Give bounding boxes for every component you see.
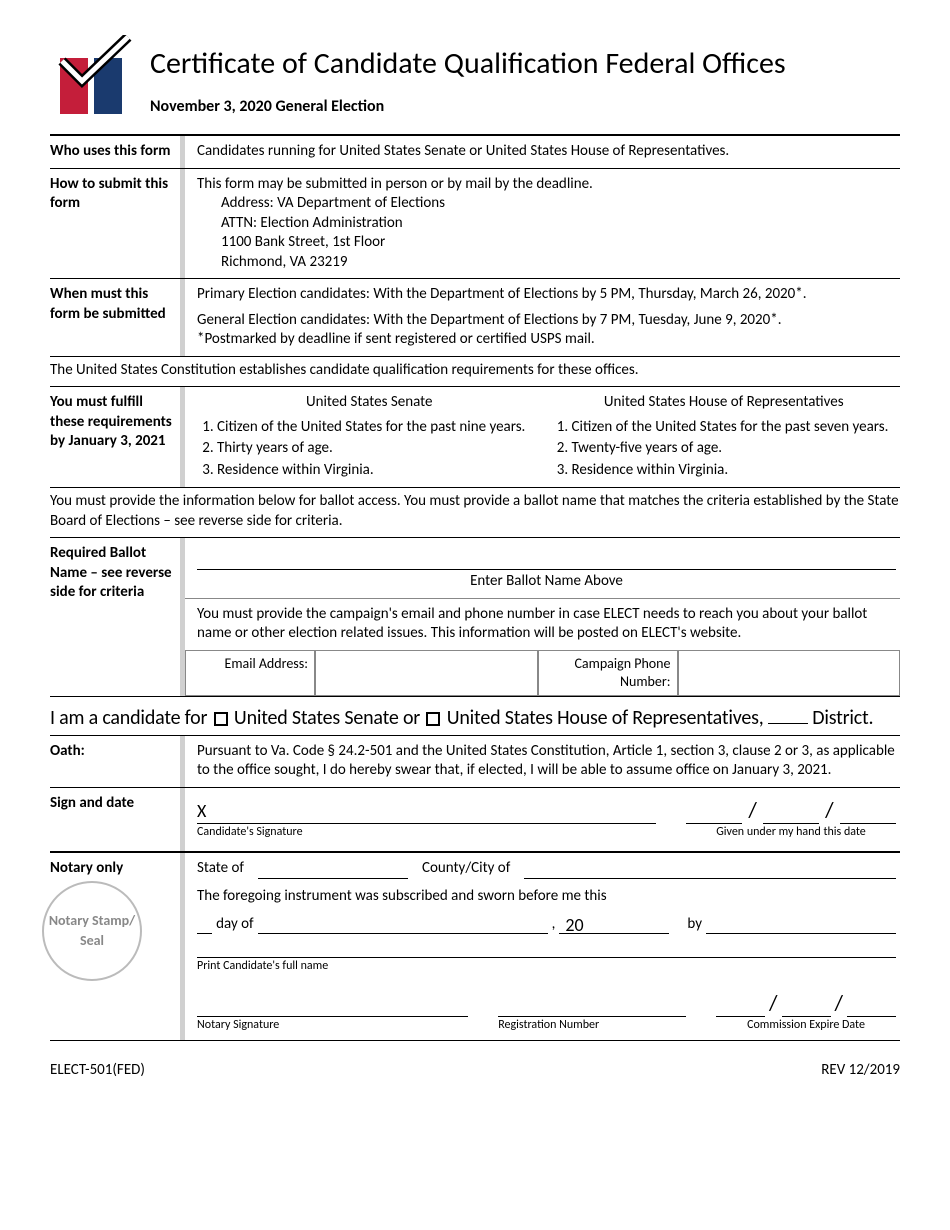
- contact-row: Email Address: Campaign Phone Number:: [185, 650, 900, 696]
- email-label: Email Address:: [185, 650, 315, 696]
- label-requirements: You must fulfill these require­ments by …: [50, 387, 180, 487]
- footer: ELECT-501(FED) REV 12/2019: [50, 1041, 900, 1081]
- form-number: ELECT-501(FED): [50, 1061, 145, 1081]
- label-oath: Oath:: [50, 736, 180, 787]
- by-label: by: [673, 915, 702, 935]
- notary-stamp-circle: Notary Stamp/ Seal: [42, 881, 142, 981]
- section-how: How to submit this form This form may be…: [50, 168, 900, 279]
- content-ballot: Enter Ballot Name Above You must provide…: [185, 538, 900, 696]
- ballot-note: You must provide the information below f…: [50, 487, 900, 537]
- print-name-label: Print Candidate's full name: [197, 958, 896, 975]
- notary-stamp-text: Notary Stamp/ Seal: [44, 911, 140, 950]
- ballot-name-label: Enter Ballot Name Above: [197, 570, 896, 598]
- page-title: Certificate of Candidate Qualification F…: [150, 44, 900, 83]
- senate-req-2: Thirty years of age.: [217, 438, 542, 460]
- section-requirements: You must fulfill these require­ments by …: [50, 386, 900, 487]
- section-who: Who uses this form Candidates running fo…: [50, 134, 900, 168]
- declare-house: United States House of Representatives,: [442, 706, 768, 730]
- when-line2: General Election candidates: With the De…: [197, 311, 896, 331]
- how-addr3: 1100 Bank Street, 1st Floor: [197, 233, 896, 253]
- phone-label: Campaign Phone Number:: [538, 650, 678, 696]
- senate-title: United States Senate: [197, 393, 542, 413]
- commission-expire-label: Commission Expire Date: [716, 1017, 896, 1034]
- how-addr1: Address: VA Department of Elections: [197, 194, 896, 214]
- notary-day-input[interactable]: [197, 916, 212, 934]
- declare-pre: I am a candidate for: [50, 706, 212, 730]
- label-notary: Notary only Notary Stamp/ Seal: [50, 853, 180, 1040]
- revision-date: REV 12/2019: [821, 1061, 900, 1081]
- registration-number-input[interactable]: [498, 997, 686, 1017]
- label-how: How to submit this form: [50, 169, 180, 279]
- content-when: Primary Election candidates: With the De…: [185, 279, 900, 356]
- date-under-label: Given under my hand this date: [686, 824, 896, 841]
- state-input[interactable]: [258, 861, 408, 879]
- label-when: When must this form be submitted: [50, 279, 180, 356]
- twenty-prefix: 20: [565, 914, 583, 936]
- content-requirements: United States Senate Citizen of the Unit…: [185, 387, 900, 487]
- senate-checkbox[interactable]: [214, 712, 228, 726]
- constitution-note: The United States Constitution establish…: [50, 356, 900, 387]
- section-notary: Notary only Notary Stamp/ Seal State of …: [50, 851, 900, 1040]
- notary-month-input[interactable]: [258, 916, 548, 934]
- senate-req-1: Citizen of the United States for the pas…: [217, 417, 542, 439]
- state-label: State of: [197, 859, 244, 879]
- content-sign: X Candidate's Signature // Given under m…: [185, 788, 900, 851]
- house-title: United States House of Representatives: [552, 393, 897, 413]
- page-subtitle: November 3, 2020 General Election: [150, 97, 900, 118]
- county-input[interactable]: [524, 861, 896, 879]
- district-input[interactable]: [768, 708, 808, 724]
- notary-year-input[interactable]: 20: [559, 914, 669, 934]
- checkmark-icon: [50, 35, 132, 95]
- house-requirements: United States House of Representatives C…: [552, 393, 897, 481]
- house-req-2: Twenty-five years of age.: [572, 438, 897, 460]
- comma: ,: [552, 915, 556, 935]
- section-ballot-name: Required Ballot Name – see reverse side …: [50, 537, 900, 696]
- content-how: This form may be submitted in person or …: [185, 169, 900, 279]
- senate-req-3: Residence within Virginia.: [217, 460, 542, 482]
- section-when: When must this form be submitted Primary…: [50, 278, 900, 356]
- label-who: Who uses this form: [50, 136, 180, 168]
- section-oath: Oath: Pursuant to Va. Code § 24.2-501 an…: [50, 735, 900, 787]
- date-input[interactable]: //: [686, 796, 896, 825]
- section-sign: Sign and date X Candidate's Signature //…: [50, 787, 900, 851]
- registration-number-label: Registration Number: [498, 1017, 686, 1034]
- phone-input[interactable]: [678, 650, 901, 696]
- ballot-desc: You must provide the campaign's email an…: [185, 598, 900, 650]
- house-req-1: Citizen of the United States for the pas…: [572, 417, 897, 439]
- notary-signature-input[interactable]: [197, 997, 468, 1017]
- content-who: Candidates running for United States Sen…: [185, 136, 900, 168]
- signature-input[interactable]: Candidate's Signature: [197, 823, 656, 841]
- house-req-3: Residence within Virginia.: [572, 460, 897, 482]
- when-line3: *Postmarked by deadline if sent register…: [197, 330, 896, 350]
- county-label: County/City of: [422, 859, 510, 879]
- ballot-name-input[interactable]: [197, 542, 896, 570]
- dayof-label: day of: [216, 915, 253, 935]
- how-addr2: ATTN: Election Administration: [197, 214, 896, 234]
- house-checkbox[interactable]: [426, 712, 440, 726]
- email-input[interactable]: [315, 650, 538, 696]
- notary-signature-label: Notary Signature: [197, 1017, 468, 1034]
- foregoing-text: The foregoing instrument was subscribed …: [197, 879, 896, 907]
- label-sign: Sign and date: [50, 788, 180, 851]
- how-line1: This form may be submitted in person or …: [197, 175, 896, 195]
- content-notary: State of County/City of The foregoing in…: [185, 853, 900, 1040]
- notary-label-text: Notary only: [50, 859, 123, 877]
- oath-text: Pursuant to Va. Code § 24.2-501 and the …: [185, 736, 900, 787]
- signature-x: X: [197, 800, 656, 823]
- senate-requirements: United States Senate Citizen of the Unit…: [197, 393, 542, 481]
- signature-under-label: Candidate's Signature: [197, 825, 303, 839]
- candidate-declaration: I am a candidate for United States Senat…: [50, 696, 900, 735]
- commission-expire-input[interactable]: //: [716, 989, 896, 1018]
- declare-senate: United States Senate or: [230, 706, 425, 730]
- declare-district: District.: [808, 706, 873, 730]
- election-logo: [50, 40, 132, 122]
- how-addr4: Richmond, VA 23219: [197, 253, 896, 273]
- header: Certificate of Candidate Qualification F…: [50, 40, 900, 122]
- print-name-input[interactable]: [197, 938, 896, 958]
- when-line1: Primary Election candidates: With the De…: [197, 285, 896, 305]
- label-ballot: Required Ballot Name – see reverse side …: [50, 538, 180, 696]
- notary-by-input[interactable]: [706, 916, 896, 934]
